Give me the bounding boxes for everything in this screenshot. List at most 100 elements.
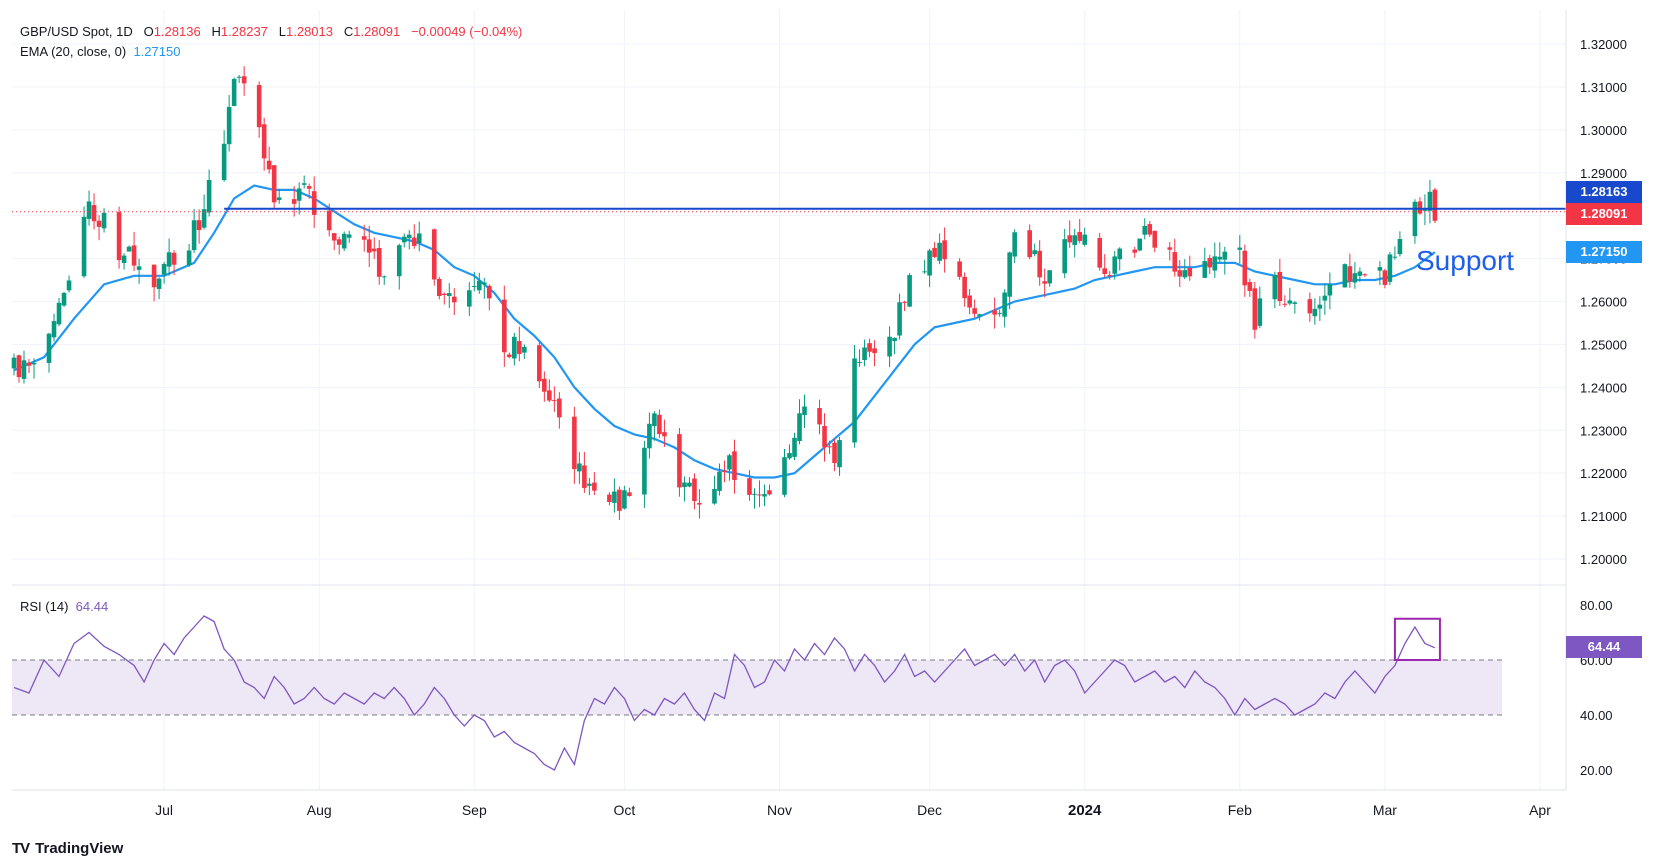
candle-body	[171, 252, 177, 265]
candle-body	[677, 434, 682, 488]
time-tick-label: 2024	[1068, 802, 1102, 819]
close-value: 1.28091	[353, 24, 401, 39]
candle-body	[201, 209, 207, 228]
price-tick-label: 1.23000	[1580, 423, 1627, 438]
candle-body	[582, 465, 587, 488]
candle-body	[446, 293, 452, 296]
candle-body	[1147, 224, 1153, 235]
candle-body	[1307, 299, 1313, 314]
candle-body	[792, 437, 797, 457]
time-tick-label: Oct	[614, 802, 636, 818]
close-label: C	[343, 24, 354, 39]
candle-body	[336, 239, 342, 245]
candle-body	[396, 245, 402, 277]
candle-body	[472, 286, 477, 288]
change-value: −0.00049 (−0.04%)	[411, 24, 523, 39]
candle-body	[942, 240, 947, 260]
candle-body	[537, 345, 542, 382]
candle-body	[1072, 235, 1077, 245]
candle-body	[1282, 303, 1288, 305]
candle-body	[732, 451, 737, 480]
candle-body	[436, 278, 442, 297]
candle-body	[341, 233, 347, 249]
candle-body	[1187, 268, 1193, 277]
candle-body	[1392, 256, 1398, 258]
candle-body	[131, 245, 137, 266]
candle-body	[607, 494, 612, 502]
candle-body	[977, 314, 982, 317]
candle-body	[466, 290, 472, 307]
tradingview-logo-icon: TV	[12, 840, 30, 857]
rsi-value: 64.44	[75, 599, 109, 614]
candle-body	[832, 442, 837, 464]
candle-body	[1207, 257, 1213, 268]
candle-body	[301, 183, 307, 185]
candle-body	[1172, 252, 1178, 272]
ema-label: EMA (20, close, 0)	[20, 44, 127, 59]
candle-body	[577, 463, 582, 472]
candle-body	[897, 302, 902, 336]
ohlc-legend: GBP/USD Spot, 1D O1.28136 H1.28237 L1.28…	[20, 24, 522, 39]
candle-body	[817, 408, 822, 425]
candles	[11, 66, 1438, 521]
candle-body	[21, 360, 27, 379]
rsi-tick-label: 80.00	[1580, 598, 1613, 613]
tradingview-footer[interactable]: TV TradingView	[12, 840, 123, 857]
time-tick-label: Apr	[1529, 802, 1551, 818]
candle-body	[411, 237, 417, 246]
high-value: 1.28237	[220, 24, 268, 39]
candle-body	[81, 216, 87, 277]
candle-body	[271, 165, 277, 203]
candle-body	[517, 341, 522, 354]
price-tick-label: 1.30000	[1580, 123, 1627, 138]
candle-body	[191, 220, 197, 251]
candle-body	[1397, 238, 1403, 255]
candle-body	[1347, 266, 1353, 282]
price-tick-label: 1.20000	[1580, 552, 1627, 567]
candle-body	[1242, 250, 1248, 286]
candle-body	[361, 236, 367, 240]
candle-body	[592, 482, 597, 491]
candle-body	[451, 296, 457, 303]
candle-body	[231, 79, 237, 107]
rsi-legend[interactable]: RSI (14) 64.44	[20, 599, 108, 614]
candle-body	[687, 482, 692, 487]
candle-body	[291, 199, 297, 204]
candle-body	[852, 358, 857, 443]
candle-body	[1317, 304, 1323, 309]
time-tick-label: Dec	[917, 802, 942, 818]
symbol-title[interactable]: GBP/USD Spot, 1D	[20, 24, 133, 39]
candle-body	[241, 76, 247, 84]
low-value: 1.28013	[286, 24, 333, 39]
candle-body	[972, 308, 977, 314]
candle-body	[682, 482, 687, 488]
candle-body	[101, 212, 107, 229]
candle-body	[1177, 270, 1183, 277]
open-value: 1.28136	[153, 24, 201, 39]
candle-body	[256, 85, 262, 128]
candle-body	[822, 425, 827, 448]
candle-body	[1037, 250, 1042, 278]
candle-body	[747, 478, 752, 495]
candle-body	[1007, 252, 1012, 297]
candle-body	[782, 457, 787, 495]
candle-body	[757, 494, 762, 496]
candle-body	[1312, 308, 1318, 317]
candle-body	[156, 278, 162, 289]
candle-body	[1342, 264, 1348, 288]
ema-legend[interactable]: EMA (20, close, 0) 1.27150	[20, 44, 180, 59]
candle-body	[1247, 282, 1253, 291]
candle-body	[872, 348, 877, 354]
candle-body	[206, 179, 212, 213]
candle-body	[1257, 298, 1263, 326]
candle-body	[1427, 191, 1433, 211]
candle-body	[622, 490, 627, 509]
candle-body	[992, 310, 997, 315]
candle-body	[902, 301, 907, 303]
candle-body	[366, 239, 372, 253]
candle-body	[887, 336, 892, 357]
candle-body	[507, 354, 512, 358]
candle-body	[587, 483, 592, 486]
candle-body	[1112, 256, 1118, 274]
